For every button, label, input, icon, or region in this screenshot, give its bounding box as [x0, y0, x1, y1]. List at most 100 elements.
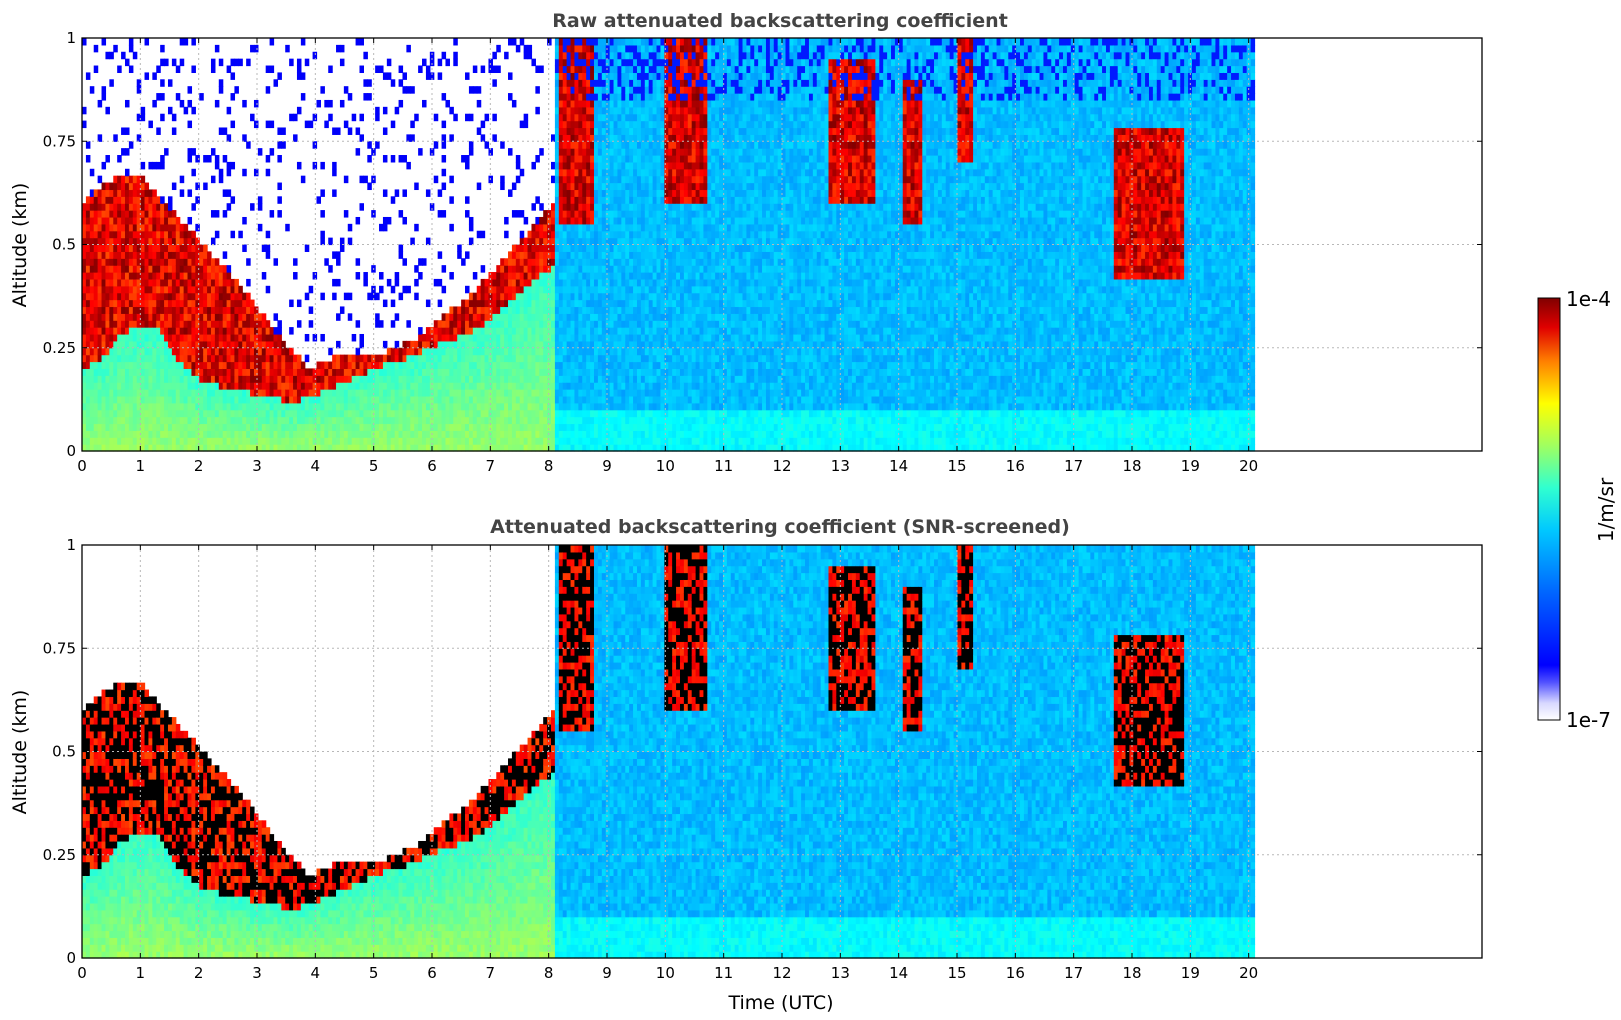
heatmap-cell: [257, 444, 263, 452]
heatmap-cell: [633, 230, 638, 239]
heatmap-cell: [144, 402, 150, 411]
heatmap-cell: [504, 347, 509, 356]
heatmap-cell: [101, 216, 107, 225]
heatmap-cell: [578, 189, 583, 197]
heatmap-cell: [617, 244, 622, 252]
heatmap-cell: [281, 382, 286, 390]
heatmap-cell: [621, 86, 626, 94]
heatmap-cell: [328, 265, 333, 273]
heatmap-cell: [621, 38, 626, 46]
heatmap-cell: [590, 313, 595, 321]
heatmap-cell: [214, 368, 220, 376]
heatmap-cell: [250, 203, 255, 211]
heatmap-cell: [300, 395, 306, 404]
heatmap-cell: [640, 161, 646, 170]
heatmap-cell: [320, 416, 325, 425]
heatmap-cell: [519, 382, 525, 390]
heatmap-cell: [277, 409, 282, 418]
heatmap-cell: [242, 423, 247, 431]
heatmap-cell: [636, 182, 642, 191]
heatmap-cell: [93, 437, 99, 445]
heatmap-cell: [609, 340, 615, 349]
heatmap-cell: [633, 58, 638, 67]
heatmap-cell: [492, 327, 497, 335]
heatmap-cell: [562, 361, 568, 369]
heatmap-cell: [609, 306, 615, 314]
heatmap-cell: [504, 423, 509, 431]
heatmap-cell: [433, 361, 439, 369]
heatmap-cell: [195, 437, 200, 445]
heatmap-cell: [324, 423, 329, 431]
heatmap-cell: [113, 292, 118, 301]
heatmap-cell: [109, 292, 114, 301]
heatmap-cell: [597, 437, 603, 445]
heatmap-cell: [574, 340, 579, 349]
heatmap-cell: [257, 423, 263, 431]
heatmap-cell: [117, 251, 122, 259]
heatmap-cell: [363, 51, 368, 60]
heatmap-cell: [222, 127, 228, 135]
heatmap-cell: [97, 423, 103, 431]
heatmap-cell: [547, 278, 552, 287]
heatmap-cell: [257, 437, 263, 445]
heatmap-cell: [390, 196, 396, 204]
heatmap-cell: [144, 210, 150, 218]
heatmap-cell: [281, 437, 286, 445]
heatmap-cell: [336, 382, 341, 390]
heatmap-cell: [136, 437, 142, 445]
heatmap-cell: [566, 58, 572, 67]
heatmap-cell: [644, 430, 650, 438]
heatmap-cell: [605, 327, 611, 335]
heatmap-cell: [605, 292, 611, 301]
heatmap-cell: [636, 79, 642, 87]
heatmap-cell: [636, 437, 642, 445]
heatmap-cell: [296, 444, 302, 452]
heatmap-cell: [480, 437, 486, 445]
heatmap-cell: [250, 444, 255, 452]
heatmap-cell: [85, 210, 91, 218]
heatmap-cell: [480, 368, 486, 376]
heatmap-cell: [82, 265, 87, 273]
heatmap-cell: [644, 216, 650, 225]
heatmap-cell: [359, 333, 364, 342]
heatmap-cell: [465, 354, 470, 363]
heatmap-cell: [203, 368, 208, 376]
heatmap-cell: [226, 347, 232, 356]
heatmap-cell: [187, 409, 193, 418]
heatmap-cell: [351, 368, 357, 376]
heatmap-cell: [281, 444, 286, 452]
heatmap-cell: [296, 389, 302, 397]
heatmap-cell: [93, 299, 99, 308]
heatmap-cell: [398, 437, 404, 445]
heatmap-cell: [597, 155, 603, 163]
heatmap-cell: [117, 423, 122, 431]
heatmap-cell: [359, 430, 364, 438]
heatmap-cell: [144, 416, 150, 425]
heatmap-cell: [105, 278, 110, 287]
heatmap-cell: [621, 251, 626, 259]
heatmap-cell: [210, 382, 216, 390]
heatmap-cell: [625, 210, 630, 218]
heatmap-cell: [293, 430, 298, 438]
heatmap-cell: [582, 430, 587, 438]
heatmap-cell: [609, 389, 615, 397]
heatmap-cell: [492, 65, 497, 74]
heatmap-cell: [117, 389, 122, 397]
heatmap-cell: [109, 251, 114, 259]
heatmap-cell: [289, 382, 294, 390]
heatmap-cell: [117, 409, 122, 418]
heatmap-cell: [218, 127, 224, 135]
heatmap-cell: [136, 113, 142, 122]
heatmap-cell: [97, 306, 103, 314]
heatmap-cell: [488, 389, 493, 397]
heatmap-cell: [449, 347, 454, 356]
heatmap-cell: [175, 361, 181, 369]
heatmap-cell: [89, 313, 95, 321]
heatmap-cell: [156, 196, 161, 204]
heatmap-cell: [570, 278, 576, 287]
heatmap-cell: [351, 444, 357, 452]
heatmap-cell: [566, 86, 572, 94]
heatmap-cell: [617, 382, 622, 390]
heatmap-cell: [590, 134, 595, 142]
heatmap-cell: [508, 416, 513, 425]
